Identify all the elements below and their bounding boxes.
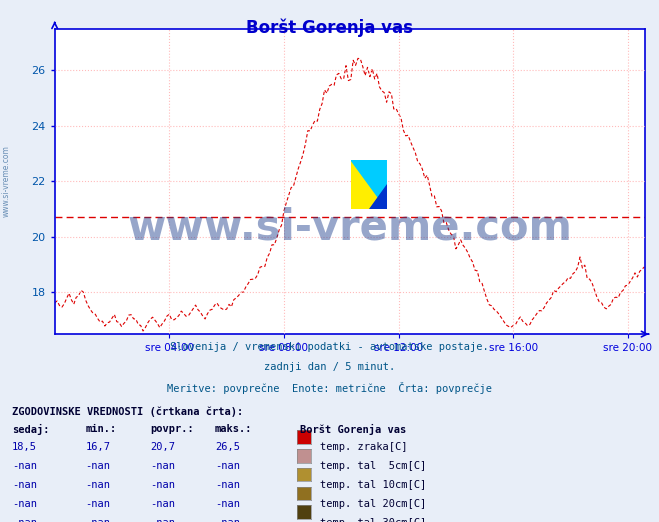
Text: ZGODOVINSKE VREDNOSTI (črtkana črta):: ZGODOVINSKE VREDNOSTI (črtkana črta): (12, 407, 243, 417)
Text: -nan: -nan (150, 517, 175, 522)
Text: 26,5: 26,5 (215, 442, 240, 453)
Text: -nan: -nan (150, 461, 175, 471)
Text: -nan: -nan (12, 461, 37, 471)
Text: -nan: -nan (150, 499, 175, 509)
Text: -nan: -nan (12, 499, 37, 509)
Text: temp. tal 20cm[C]: temp. tal 20cm[C] (320, 499, 426, 509)
Text: -nan: -nan (12, 480, 37, 490)
Text: Slovenija / vremenski podatki - avtomatske postaje.: Slovenija / vremenski podatki - avtomats… (170, 342, 489, 352)
Text: -nan: -nan (215, 461, 240, 471)
Text: temp. tal 10cm[C]: temp. tal 10cm[C] (320, 480, 426, 490)
Text: 18,5: 18,5 (12, 442, 37, 453)
Polygon shape (369, 184, 387, 209)
Text: -nan: -nan (215, 499, 240, 509)
Text: -nan: -nan (86, 499, 111, 509)
Text: Boršt Gorenja vas: Boršt Gorenja vas (246, 18, 413, 37)
Text: zadnji dan / 5 minut.: zadnji dan / 5 minut. (264, 362, 395, 372)
Text: -nan: -nan (215, 517, 240, 522)
Text: -nan: -nan (215, 480, 240, 490)
Text: www.si-vreme.com: www.si-vreme.com (127, 206, 572, 248)
Text: maks.:: maks.: (215, 423, 252, 434)
Text: www.si-vreme.com: www.si-vreme.com (2, 146, 11, 217)
Text: -nan: -nan (86, 480, 111, 490)
Text: min.:: min.: (86, 423, 117, 434)
Polygon shape (351, 160, 387, 209)
Text: -nan: -nan (86, 517, 111, 522)
Text: 16,7: 16,7 (86, 442, 111, 453)
Polygon shape (351, 160, 387, 209)
Text: povpr.:: povpr.: (150, 423, 194, 434)
Text: Meritve: povprečne  Enote: metrične  Črta: povprečje: Meritve: povprečne Enote: metrične Črta:… (167, 382, 492, 394)
Text: -nan: -nan (150, 480, 175, 490)
Text: 20,7: 20,7 (150, 442, 175, 453)
Text: temp. tal 30cm[C]: temp. tal 30cm[C] (320, 517, 426, 522)
Text: temp. zraka[C]: temp. zraka[C] (320, 442, 407, 453)
Text: sedaj:: sedaj: (12, 423, 49, 435)
Text: -nan: -nan (86, 461, 111, 471)
Text: -nan: -nan (12, 517, 37, 522)
Text: temp. tal  5cm[C]: temp. tal 5cm[C] (320, 461, 426, 471)
Text: Boršt Gorenja vas: Boršt Gorenja vas (300, 423, 406, 435)
